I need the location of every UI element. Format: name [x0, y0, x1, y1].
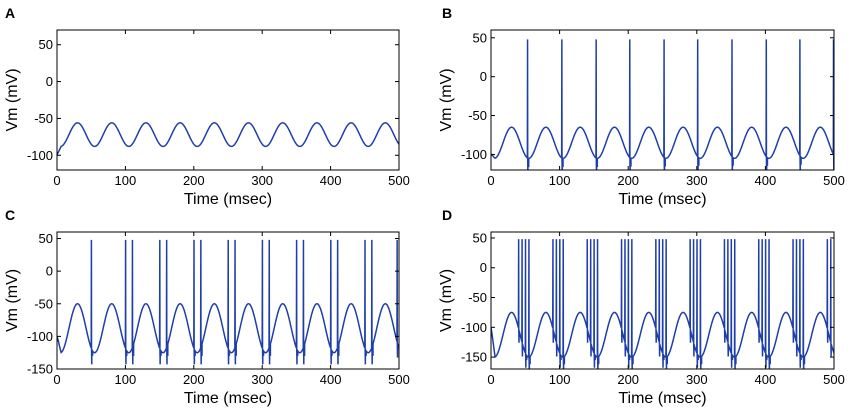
y-axis-label: Vm (mV)	[4, 269, 21, 332]
x-tick-label: 300	[251, 372, 273, 387]
y-tick-label: -50	[34, 296, 53, 311]
x-axis-label: Time (msec)	[618, 191, 706, 208]
y-tick-label: 50	[39, 231, 53, 246]
y-tick-label: 0	[480, 69, 487, 84]
x-tick-label: 500	[388, 173, 410, 188]
x-tick-label: 500	[823, 372, 845, 387]
x-tick-label: 0	[487, 372, 494, 387]
y-axis-label: Vm (mV)	[4, 68, 21, 131]
x-tick-label: 300	[251, 173, 273, 188]
x-tick-label: 100	[549, 173, 571, 188]
y-tick-label: -150	[461, 350, 487, 365]
y-tick-label: -50	[34, 111, 53, 126]
x-axis-label: Time (msec)	[618, 390, 706, 407]
x-tick-label: 400	[320, 372, 342, 387]
x-tick-label: 200	[617, 372, 639, 387]
panel-d: D 0 100 200 300 400 500 -150 -100 -50 0 50 Time (mse…	[438, 207, 845, 407]
x-tick-label: 400	[755, 372, 777, 387]
voltage-trace	[491, 39, 834, 170]
x-tick-label: 0	[53, 372, 60, 387]
y-tick-label: 0	[46, 264, 53, 279]
axes-frame	[490, 231, 835, 370]
axes-frame	[56, 231, 400, 370]
axes-frame	[56, 29, 400, 171]
axes-frame	[490, 29, 835, 171]
y-tick-label: 0	[480, 260, 487, 275]
panel-b: B 0 100 200 300 400 500 -100 -50 0 50 Time (msec) Vm…	[438, 5, 845, 208]
x-tick-label: 100	[549, 372, 571, 387]
x-tick-label: 200	[617, 173, 639, 188]
y-tick-label: 50	[473, 30, 487, 45]
panel-a: A 0 100 200 300 400 500 -100 -50 0 50 Time (msec) Vm…	[4, 5, 410, 208]
y-tick-label: 0	[46, 74, 53, 89]
y-tick-label: -100	[461, 147, 487, 162]
y-tick-label: 50	[473, 230, 487, 245]
panel-label: B	[442, 5, 452, 21]
y-tick-label: -50	[468, 108, 487, 123]
x-tick-label: 0	[53, 173, 60, 188]
y-tick-label: -100	[27, 329, 53, 344]
x-tick-label: 500	[388, 372, 410, 387]
x-tick-label: 300	[686, 173, 708, 188]
x-tick-label: 0	[487, 173, 494, 188]
panel-c: C 0 100 200 300 400 500 -150 -100 -50 0 50 Time (mse…	[4, 207, 410, 407]
panel-label: D	[442, 207, 452, 223]
x-tick-label: 300	[686, 372, 708, 387]
y-tick-label: 50	[39, 37, 53, 52]
y-tick-label: -100	[461, 320, 487, 335]
x-tick-label: 200	[183, 372, 205, 387]
y-axis-label: Vm (mV)	[438, 68, 455, 131]
x-tick-label: 100	[115, 372, 137, 387]
x-axis-label: Time (msec)	[184, 191, 272, 208]
y-axis-label: Vm (mV)	[438, 269, 455, 332]
panel-label: C	[5, 207, 15, 223]
y-tick-label: -150	[27, 362, 53, 377]
panel-label: A	[5, 5, 15, 21]
voltage-trace	[491, 239, 834, 369]
x-tick-label: 500	[823, 173, 845, 188]
x-tick-label: 200	[183, 173, 205, 188]
voltage-trace	[57, 239, 399, 365]
x-tick-label: 400	[755, 173, 777, 188]
y-tick-label: -50	[468, 290, 487, 305]
x-tick-label: 100	[115, 173, 137, 188]
voltage-trace	[57, 122, 399, 156]
x-tick-label: 400	[320, 173, 342, 188]
x-axis-label: Time (msec)	[184, 390, 272, 407]
y-tick-label: -100	[27, 148, 53, 163]
